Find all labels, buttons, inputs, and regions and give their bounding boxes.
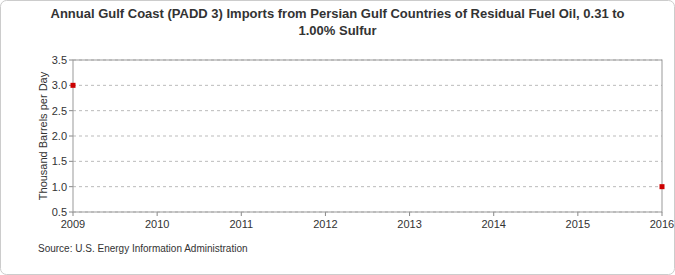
tick [69,212,73,213]
tick [157,212,158,216]
source: Source: U.S. Energy Information Administ… [38,243,248,254]
tick [69,60,73,61]
tick [325,212,326,216]
tick-label: 2010 [145,218,169,230]
tick-label: 2.0 [52,130,67,142]
title: Annual Gulf Coast (PADD 3) Imports from … [51,6,625,38]
tick [69,186,73,187]
tick-label: 3.0 [52,79,67,91]
tick-label: 2009 [61,218,85,230]
grid-line [73,136,662,137]
tick-label: 2011 [229,218,253,230]
tick [241,212,242,216]
grid-line [73,85,662,86]
tick [577,212,578,216]
tick-label: 2013 [397,218,421,230]
tick [69,136,73,137]
background [1,1,675,275]
tick-label: 1.5 [52,155,67,167]
tick-label: 2014 [481,218,505,230]
tick [409,212,410,216]
tick [69,161,73,162]
point [660,184,665,189]
tick [73,212,74,216]
tick-label: 3.5 [52,54,67,66]
tick-label: 2015 [566,218,590,230]
tick-label: 2016 [650,218,674,230]
tick [69,110,73,111]
title-line: Annual Gulf Coast (PADD 3) Imports from … [51,6,625,21]
tick-label: 2012 [313,218,337,230]
tick [662,212,663,216]
title-line: 1.00% Sulfur [298,23,376,38]
plot-frame [73,60,662,212]
tick [493,212,494,216]
chart: Annual Gulf Coast (PADD 3) Imports from … [0,0,675,275]
plot-area [71,83,665,189]
y-axis-label: Thousand Barrels per Day [37,71,49,200]
point [71,83,76,88]
grid-line [73,186,662,187]
tick-label: 2.5 [52,105,67,117]
tick-label: 0.5 [52,206,67,218]
grid-line [73,110,662,111]
tick-label: 1.0 [52,181,67,193]
grid-line [73,161,662,162]
